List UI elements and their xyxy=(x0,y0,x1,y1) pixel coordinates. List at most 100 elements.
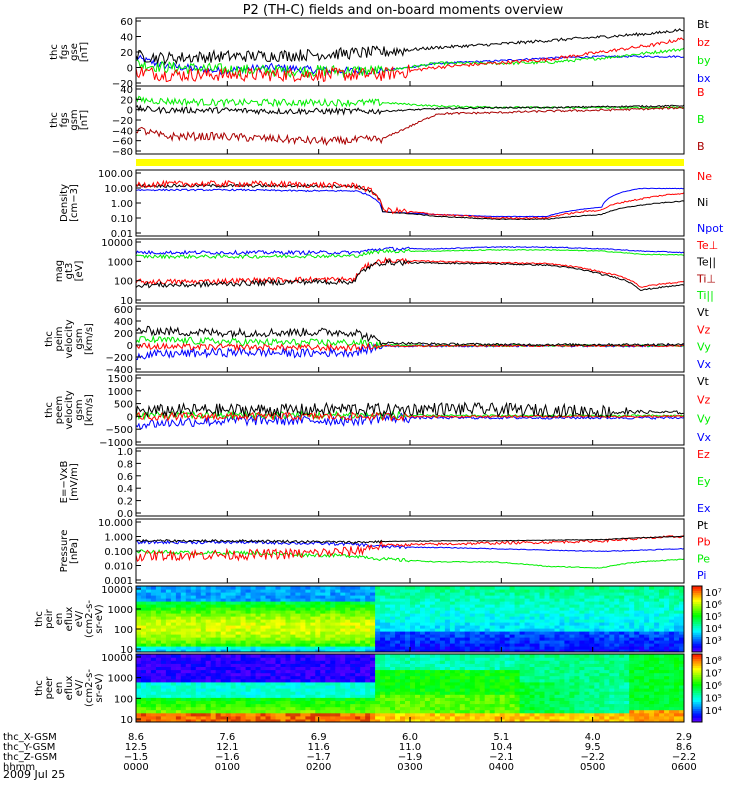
y-tick-label: 100.00 xyxy=(98,169,133,180)
y-tick-label: 20 xyxy=(120,48,133,59)
legend-entry: Vy xyxy=(697,412,711,425)
y-tick-label: 100 xyxy=(114,277,133,288)
y-axis-label: peir xyxy=(44,608,55,628)
legend-entry: bz xyxy=(697,36,710,49)
panel-frame xyxy=(135,169,685,237)
y-tick-label: 400 xyxy=(114,317,133,328)
series-line-3 xyxy=(136,258,684,292)
y-axis-label: gsm xyxy=(69,109,80,130)
legend-entry: Pt xyxy=(697,519,709,532)
time-axis-value: −1.5 xyxy=(124,752,148,763)
legend-entry: Npot xyxy=(697,222,724,235)
y-tick-label: 1000 xyxy=(108,257,133,268)
time-axis-value: 0600 xyxy=(671,762,696,773)
y-tick-label: 0.6 xyxy=(117,472,133,483)
series-line-1 xyxy=(136,47,684,79)
y-axis-label: thc xyxy=(44,331,55,347)
y-tick-label: 0.100 xyxy=(104,547,133,558)
y-axis-label: eV/ xyxy=(74,610,85,627)
y-axis-label: [mV/m] xyxy=(69,463,80,501)
y-tick-label: 10 xyxy=(120,296,133,307)
time-axis-value: 11.0 xyxy=(399,742,421,753)
y-axis-label: Density xyxy=(59,184,70,222)
y-tick-label: 1000 xyxy=(108,605,133,616)
y-tick-label: 1000 xyxy=(108,387,133,398)
legend-entry: Vz xyxy=(697,394,711,407)
y-axis-label: peer xyxy=(44,676,55,700)
y-axis-label: fgs xyxy=(59,44,70,59)
y-axis-label: thc xyxy=(49,112,60,128)
series-line-0 xyxy=(136,246,684,256)
series-line-3 xyxy=(136,28,684,66)
panel-frame xyxy=(135,447,685,517)
y-tick-label: 0 xyxy=(127,412,133,423)
panel-quality_bar xyxy=(136,159,684,166)
y-tick-label: −200 xyxy=(106,353,133,364)
series-line-3 xyxy=(136,535,684,545)
colorbar-label: 10⁶ xyxy=(705,600,722,611)
legend-entry: Vx xyxy=(697,358,712,371)
series-line-2 xyxy=(136,256,684,288)
colorbar-label: 10³ xyxy=(705,636,722,647)
y-tick-label: 1.0 xyxy=(117,447,133,458)
date-label: 2009 Jul 25 xyxy=(3,768,65,781)
colorbar-label: 10⁷ xyxy=(705,669,722,680)
time-axis-labels: thc_X-GSM 8.6 7.6 6.9 6.0 5.1 4.0 2.9 thc_Y-GSM 1… xyxy=(3,732,697,773)
y-tick-label: −20 xyxy=(112,116,133,127)
time-axis-value: 12.1 xyxy=(216,742,238,753)
y-axis-label: velocity xyxy=(64,319,75,358)
series-line-2 xyxy=(136,535,684,562)
y-tick-label: 1000 xyxy=(108,674,133,685)
y-axis-label: gt3 xyxy=(64,263,75,280)
y-tick-label: −80 xyxy=(112,147,133,158)
panel-frame xyxy=(135,374,685,446)
legend-entry: Vt xyxy=(697,375,710,388)
y-axis-label: sr-eV) xyxy=(94,673,105,702)
y-tick-label: 0.001 xyxy=(104,576,133,587)
y-tick-label: 10.00 xyxy=(104,184,133,195)
quality-flag-bar xyxy=(136,159,684,166)
series-line-2 xyxy=(136,37,684,83)
y-tick-label: 0 xyxy=(127,341,133,352)
time-axis-value: 6.9 xyxy=(311,732,327,743)
y-axis-label: gsm xyxy=(74,328,85,349)
y-axis-label: thc xyxy=(44,402,55,418)
time-axis-value: −1.6 xyxy=(215,752,239,763)
series-line-3 xyxy=(136,325,684,347)
legend-entry: Ti|| xyxy=(696,289,714,302)
y-axis-label: [km/s] xyxy=(84,323,95,355)
y-axis-label: thc xyxy=(49,44,60,60)
y-tick-label: 100 xyxy=(114,625,133,636)
time-axis-row-label: hhmm xyxy=(3,762,35,773)
y-tick-label: −40 xyxy=(112,126,133,137)
time-axis-value: 4.0 xyxy=(585,732,601,743)
time-axis-row-label: thc_Z-GSM xyxy=(3,752,57,763)
y-tick-label: 1.00 xyxy=(111,199,133,210)
y-tick-label: 0.10 xyxy=(111,214,133,225)
panel-frame xyxy=(135,305,685,373)
legend-entry: Pe xyxy=(697,552,710,565)
time-axis-value: 0200 xyxy=(306,762,331,773)
legend-entry: Vy xyxy=(697,341,711,354)
colorbar-label: 10⁶ xyxy=(705,681,722,692)
series-line-1 xyxy=(136,539,684,553)
y-axis-label: gsm xyxy=(74,399,85,420)
series-line-0 xyxy=(136,549,684,569)
y-axis-label: en xyxy=(54,682,65,695)
y-axis-label: en xyxy=(54,613,65,626)
y-tick-label: 0.4 xyxy=(117,484,133,495)
y-tick-label: 10000 xyxy=(101,238,133,249)
legend-entry: Te⊥ xyxy=(696,239,718,252)
panel-temperature: 10000 1000 100 10 mag gt3 [eV] Te⊥ Te|| Ti⊥ Ti|| xyxy=(54,238,718,307)
legend-entry: Ez xyxy=(697,448,710,461)
y-axis-label: [cm−3] xyxy=(69,184,80,222)
legend-entry: B xyxy=(697,113,705,126)
time-axis-value: 0000 xyxy=(123,762,148,773)
legend-entry: Ex xyxy=(697,502,711,515)
panel-pressure: 10.000 1.000 0.100 0.010 0.001 Pressure [nPa] P… xyxy=(59,518,711,587)
time-axis-value: 6.0 xyxy=(402,732,418,743)
y-tick-label: −400 xyxy=(106,365,133,376)
